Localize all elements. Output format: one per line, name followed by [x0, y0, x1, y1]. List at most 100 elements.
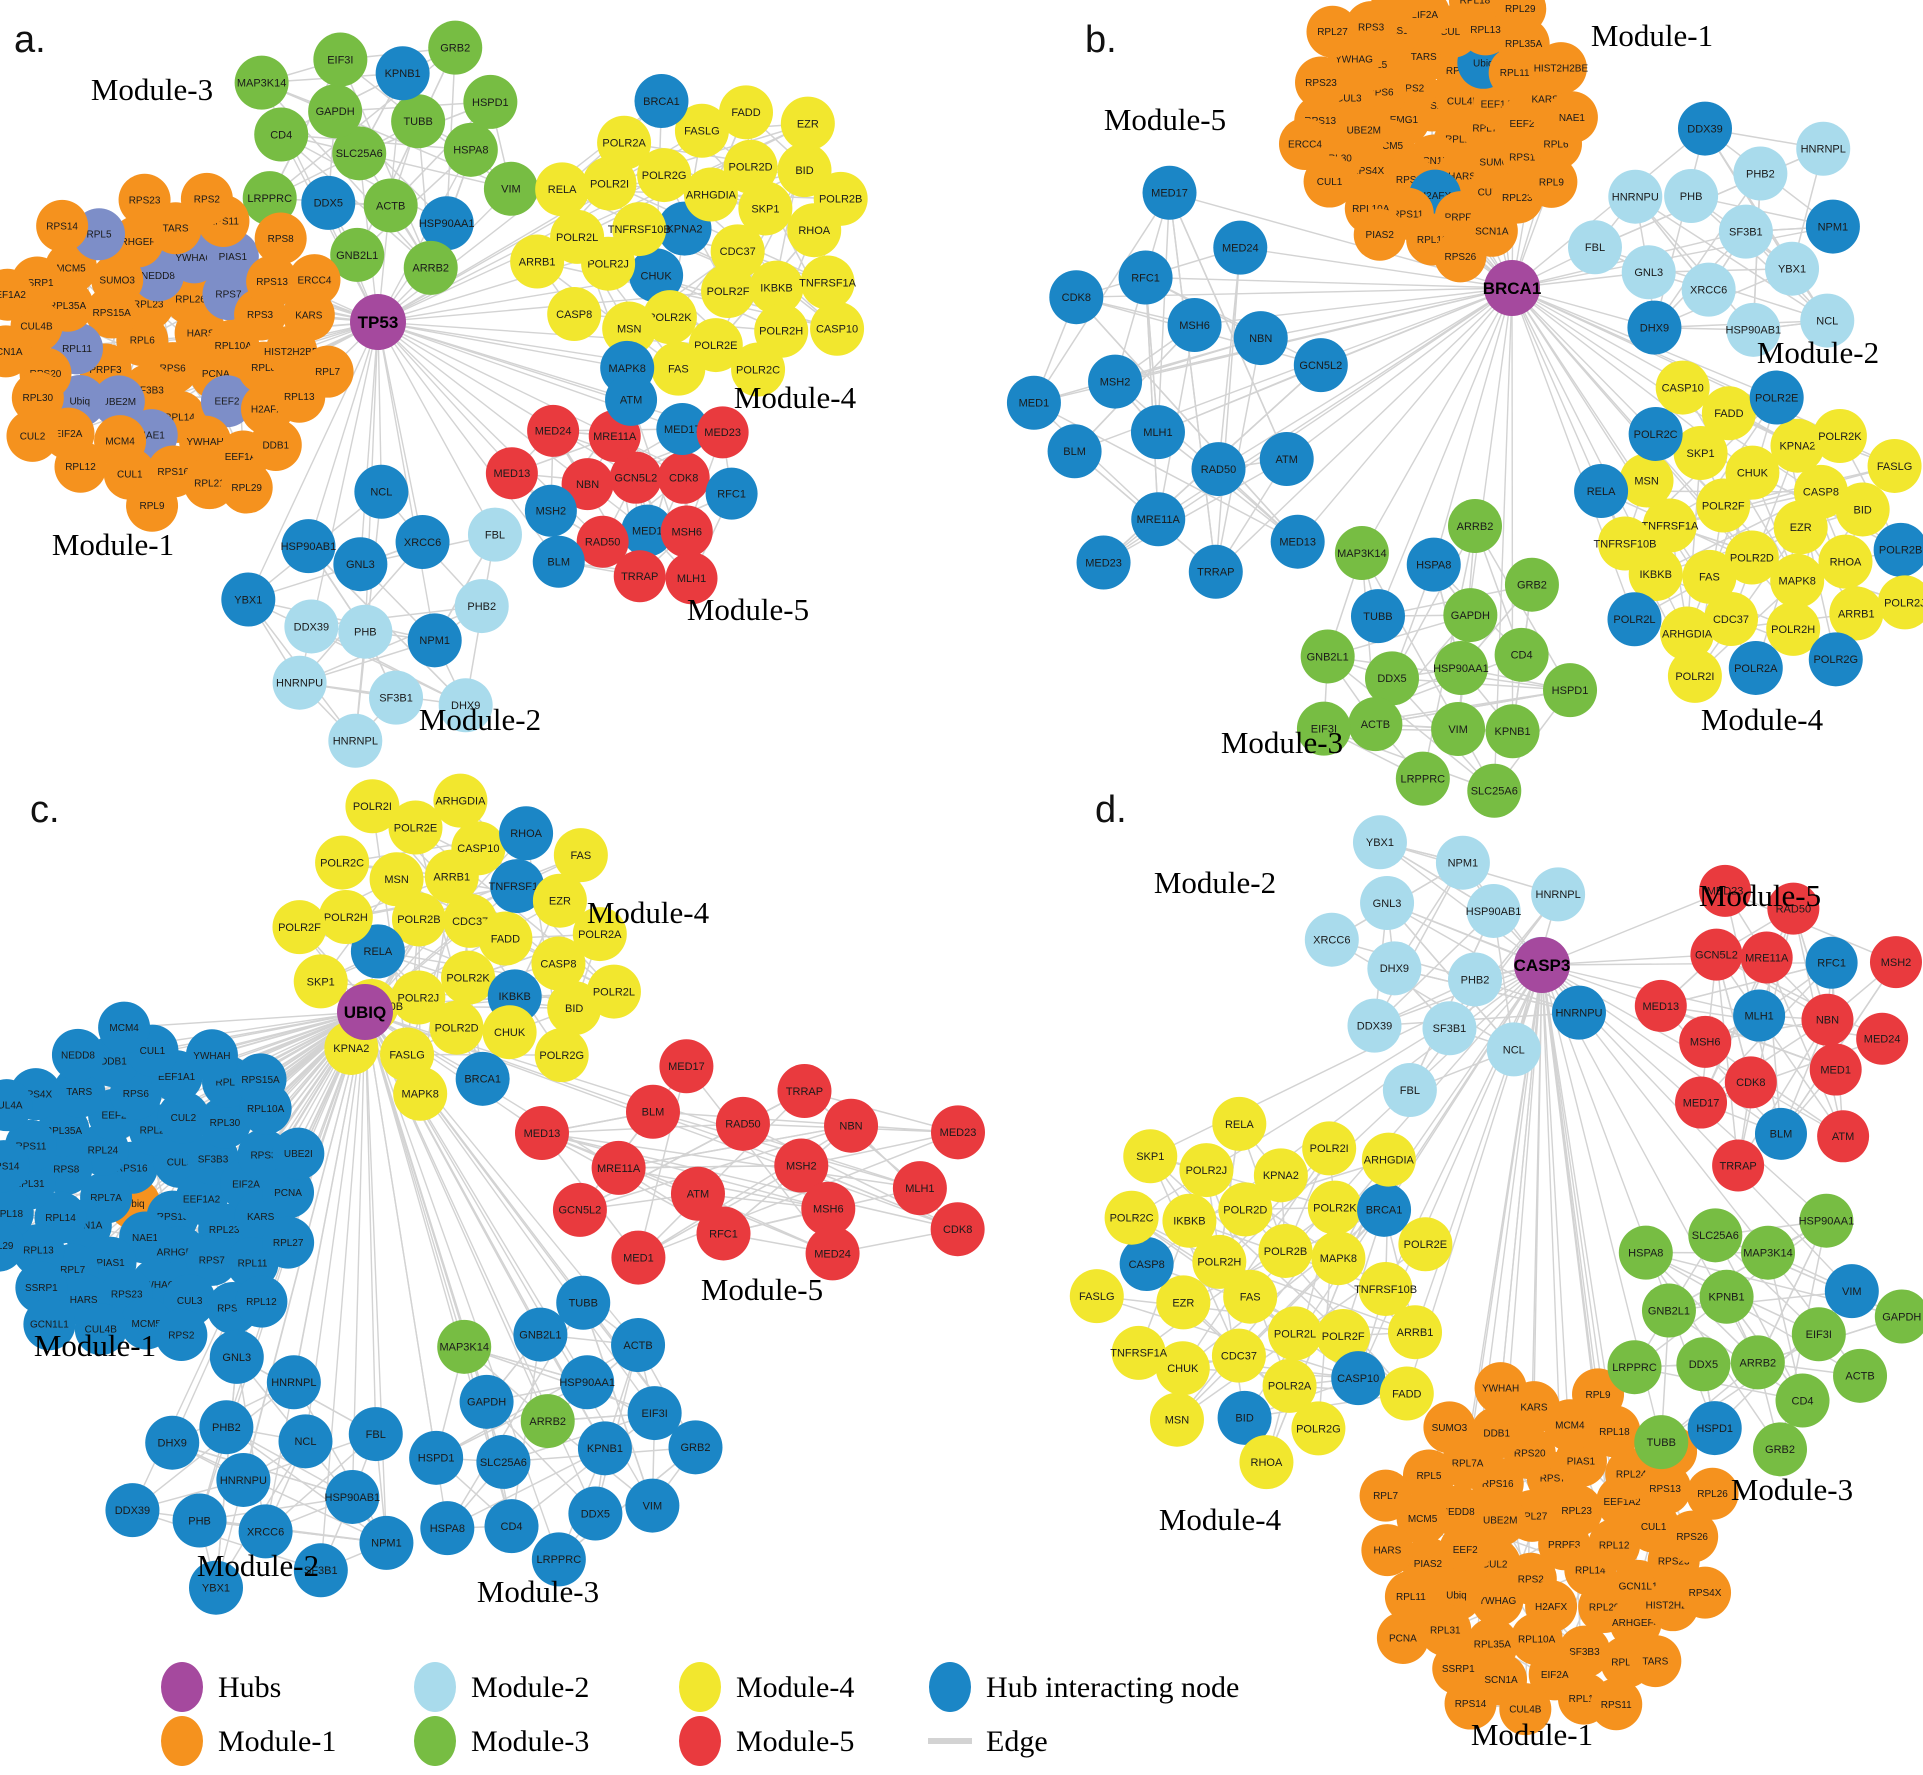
node-DDX39: DDX39	[284, 599, 339, 654]
node-label: MED24	[814, 1248, 851, 1260]
node-label: FAS	[1240, 1292, 1261, 1304]
node-label: RPL18	[1599, 1427, 1630, 1438]
node-BRCA1: BRCA1	[1357, 1182, 1412, 1237]
node-MED17: MED17	[1675, 1076, 1728, 1129]
node-label: POLR2K	[648, 312, 692, 324]
node-MAPK8: MAPK8	[393, 1066, 448, 1121]
node-label: CUL4A	[0, 1101, 23, 1112]
node-label: RAD50	[1201, 464, 1236, 476]
node-label: HSPA8	[453, 145, 488, 157]
node-POLR2I: POLR2I	[1667, 648, 1722, 703]
node-label: RPL30	[1611, 1657, 1642, 1668]
node-RPL7: RPL7	[1359, 1469, 1412, 1522]
node-label: MED17	[668, 1061, 705, 1073]
node-RPS7: RPS7	[185, 1233, 238, 1286]
node-label: MED23	[704, 427, 741, 439]
node-label: RPL29	[231, 483, 262, 494]
node-label: HSP90AB1	[281, 541, 337, 553]
node-HSP90AB1: HSP90AB1	[1466, 883, 1521, 938]
node-label: CDK8	[943, 1224, 972, 1236]
node-label: SSRP1	[25, 1283, 58, 1294]
node-label: KARS	[247, 1212, 275, 1223]
node-label: RPL5	[1416, 1471, 1441, 1482]
node-label: SCN1A	[1484, 1675, 1518, 1686]
node-label: YWHAG	[1335, 54, 1373, 65]
node-PHB: PHB	[172, 1493, 227, 1548]
legend-item-module-2: Module-2	[414, 1662, 589, 1712]
node-label: RPL10A	[1352, 204, 1390, 215]
node-label: FASLG	[1877, 461, 1912, 473]
node-ACTB: ACTB	[1348, 697, 1403, 752]
node-NBN: NBN	[1801, 993, 1854, 1046]
node-MSH2: MSH2	[774, 1138, 829, 1193]
node-label: MSH2	[536, 506, 567, 518]
node-label: EIF2A	[1541, 1670, 1569, 1681]
module-label-b-module-5: Module-5	[1104, 102, 1226, 137]
node-MED24: MED24	[805, 1226, 860, 1281]
node-label: ACTB	[623, 1340, 652, 1352]
node-label: RPL7	[60, 1265, 85, 1276]
node-ERCC4: ERCC4	[288, 254, 341, 307]
node-label: PIAS1	[219, 252, 248, 263]
node-HSP90AA1: HSP90AA1	[1433, 641, 1489, 696]
node-label: FASLG	[684, 126, 719, 138]
node-label: RPL27	[1317, 27, 1348, 38]
node-label: HSPD1	[418, 1453, 455, 1465]
node-label: IKBKB	[1173, 1216, 1205, 1228]
node-label: NCL	[1816, 315, 1838, 327]
node-label: CUL5	[167, 1157, 193, 1168]
node-label: DDB1	[262, 441, 289, 452]
node-label: POLR2E	[1404, 1239, 1447, 1251]
node-label: RPL6	[130, 336, 155, 347]
node-label: POLR2C	[1634, 429, 1678, 441]
node-GRB2: GRB2	[668, 1420, 723, 1475]
legend-label: Module-2	[471, 1671, 589, 1704]
hub-label: TP53	[358, 313, 399, 332]
node-label: CASP8	[556, 309, 592, 321]
node-label: KPNA2	[1263, 1170, 1299, 1182]
node-POLR2G: POLR2G	[1808, 632, 1863, 687]
hub-node-TP53: TP53	[350, 294, 406, 350]
legend-item-module-3: Module-3	[414, 1716, 589, 1766]
node-label: RELA	[1587, 486, 1616, 498]
node-NCL: NCL	[1486, 1022, 1541, 1077]
node-label: SLC25A6	[336, 148, 383, 160]
node-label: CASP8	[1129, 1259, 1165, 1271]
node-DHX9: DHX9	[145, 1415, 200, 1470]
node-label: Ubiq	[124, 1199, 145, 1210]
node-KPNB1: KPNB1	[1485, 704, 1540, 759]
node-label: SUMO3	[99, 275, 135, 286]
node-label: PRPF3	[1548, 1540, 1581, 1551]
node-label: POLR2F	[707, 286, 750, 298]
node-BRCA1: BRCA1	[455, 1051, 510, 1106]
node-label: PCNA	[1389, 1633, 1417, 1644]
node-label: GAPDH	[1882, 1311, 1921, 1323]
node-RPL7: RPL7	[301, 345, 354, 398]
node-POLR2A: POLR2A	[1728, 640, 1783, 695]
hub-label: BRCA1	[1483, 279, 1542, 298]
node-GCN1L1: GCN1L1	[23, 1298, 76, 1351]
node-label: SLC25A6	[1692, 1230, 1739, 1242]
legend-color-swatch	[679, 1662, 721, 1712]
node-XRCC6: XRCC6	[1681, 262, 1736, 317]
node-label: CUL2	[1482, 1560, 1508, 1571]
node-TNFRSF10B: TNFRSF10B	[608, 202, 671, 257]
node-RPS23: RPS23	[118, 173, 171, 226]
node-POLR2H: POLR2H	[1192, 1234, 1247, 1289]
node-label: NAE1	[1559, 113, 1586, 124]
node-CDK8: CDK8	[657, 451, 710, 504]
node-label: DDX39	[294, 621, 329, 633]
node-label: MCM4	[105, 437, 135, 448]
node-TUBB: TUBB	[556, 1275, 611, 1330]
node-EEF2: EEF2	[200, 375, 253, 428]
node-label: GRB2	[440, 43, 470, 55]
node-label: RPL14	[45, 1213, 76, 1224]
node-label: RPS16	[157, 467, 189, 478]
node-label: POLR2D	[1223, 1204, 1267, 1216]
node-RPL29: RPL29	[1494, 0, 1547, 35]
node-label: CD4	[1511, 650, 1533, 662]
node-label: EEF2	[1509, 119, 1534, 130]
node-label: RHOA	[1830, 557, 1862, 569]
node-EIF3I: EIF3I	[627, 1386, 682, 1441]
node-label: ATM	[620, 395, 642, 407]
